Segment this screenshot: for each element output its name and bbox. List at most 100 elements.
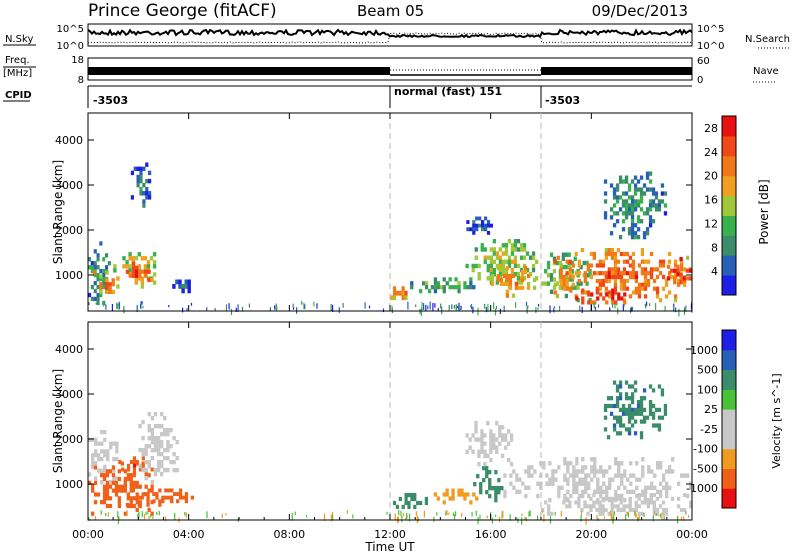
- velocity-data-cell: [126, 496, 130, 501]
- velocity-data-cell: [607, 511, 611, 516]
- power-data-cell: [596, 296, 600, 301]
- velocity-data-cell: [445, 492, 449, 497]
- velocity-data-cell: [471, 433, 475, 438]
- power-data-cell: [643, 282, 648, 287]
- velocity-data-cell: [117, 500, 121, 505]
- power-data-cell: [676, 268, 680, 273]
- velocity-data-cell: [91, 511, 95, 516]
- velocity-data-cell: [618, 407, 623, 412]
- power-data-cell: [610, 271, 615, 276]
- power-ground-scatter: [470, 305, 472, 308]
- velocity-data-cell: [170, 488, 174, 493]
- power-ytick-label: 3000: [55, 179, 83, 192]
- velocity-data-cell: [572, 481, 576, 486]
- velocity-data-cell: [572, 465, 576, 470]
- power-data-cell: [93, 273, 97, 278]
- power-data-cell: [187, 288, 191, 294]
- velocity-data-cell: [483, 433, 487, 438]
- power-data-cell: [559, 271, 563, 276]
- velocity-data-cell: [575, 457, 579, 462]
- power-data-cell: [135, 269, 139, 274]
- power-data-cell: [587, 300, 591, 305]
- power-data-cell: [576, 281, 580, 286]
- velocity-data-cell: [660, 415, 665, 420]
- power-data-cell: [555, 293, 560, 299]
- power-data-cell: [495, 251, 499, 256]
- velocity-ground-scatter: [454, 514, 456, 520]
- velocity-data-cell: [129, 488, 133, 493]
- velocity-data-cell: [536, 481, 540, 486]
- power-data-cell: [561, 256, 565, 261]
- power-ground-scatter: [612, 304, 614, 308]
- velocity-data-cell: [586, 504, 590, 509]
- velocity-data-cell: [120, 461, 124, 466]
- velocity-data-cell: [615, 400, 620, 405]
- power-data-cell: [145, 178, 149, 184]
- power-data-cell: [622, 286, 627, 291]
- velocity-ground-scatter: [138, 511, 140, 519]
- velocity-data-cell: [639, 403, 644, 409]
- power-data-cell: [565, 282, 569, 287]
- power-data-cell: [139, 170, 143, 176]
- power-data-cell: [610, 248, 615, 253]
- power-data-cell: [646, 282, 651, 287]
- power-data-cell: [630, 231, 635, 236]
- power-data-cell: [125, 264, 129, 269]
- velocity-data-cell: [112, 441, 116, 446]
- power-data-cell: [475, 227, 479, 232]
- power-data-cell: [667, 251, 672, 257]
- velocity-data-cell: [633, 388, 638, 393]
- velocity-data-cell: [619, 496, 623, 501]
- power-data-cell: [601, 263, 605, 268]
- power-data-cell: [604, 251, 608, 257]
- power-data-cell: [128, 252, 132, 257]
- power-data-cell: [637, 294, 642, 299]
- power-data-cell: [627, 231, 632, 236]
- power-data-cell: [519, 255, 524, 260]
- velocity-colorbar-tick: 100: [697, 383, 718, 396]
- power-data-cell: [589, 275, 593, 280]
- power-data-cell: [688, 276, 693, 281]
- velocity-data-cell: [633, 431, 638, 436]
- velocity-data-cell: [615, 415, 620, 420]
- velocity-data-cell: [141, 452, 145, 457]
- velocity-data-cell: [627, 407, 632, 412]
- velocity-data-cell: [500, 486, 504, 491]
- power-data-cell: [148, 170, 152, 176]
- velocity-data-cell: [633, 407, 638, 412]
- velocity-data-cell: [630, 392, 635, 397]
- power-data-cell: [583, 278, 587, 284]
- power-data-cell: [648, 199, 653, 204]
- power-data-cell: [621, 199, 626, 204]
- velocity-data-cell: [118, 460, 122, 464]
- velocity-data-cell: [643, 496, 647, 501]
- power-data-cell: [663, 203, 668, 208]
- power-data-cell: [579, 281, 583, 286]
- velocity-data-cell: [158, 488, 162, 493]
- power-data-cell: [410, 285, 414, 290]
- power-data-cell: [618, 235, 623, 240]
- power-data-cell: [93, 296, 97, 302]
- velocity-data-cell: [166, 448, 170, 453]
- velocity-data-cell: [120, 488, 124, 493]
- power-colorbar-swatch: [722, 255, 736, 276]
- power-data-cell: [454, 277, 458, 282]
- velocity-data-cell: [683, 473, 687, 478]
- velocity-data-cell: [410, 496, 414, 502]
- power-data-cell: [622, 259, 627, 264]
- power-ground-scatter: [140, 303, 142, 309]
- velocity-data-cell: [648, 400, 653, 405]
- power-data-cell: [630, 195, 635, 200]
- velocity-data-cell: [160, 440, 164, 445]
- power-data-cell: [93, 249, 97, 254]
- velocity-data-cell: [581, 493, 585, 499]
- power-ground-scatter: [549, 305, 551, 314]
- power-data-cell: [442, 277, 446, 282]
- velocity-data-cell: [633, 419, 638, 424]
- velocity-data-cell: [125, 502, 130, 507]
- power-data-cell: [490, 281, 494, 286]
- power-data-cell: [624, 203, 629, 208]
- power-data-cell: [612, 187, 617, 192]
- velocity-data-cell: [129, 460, 134, 464]
